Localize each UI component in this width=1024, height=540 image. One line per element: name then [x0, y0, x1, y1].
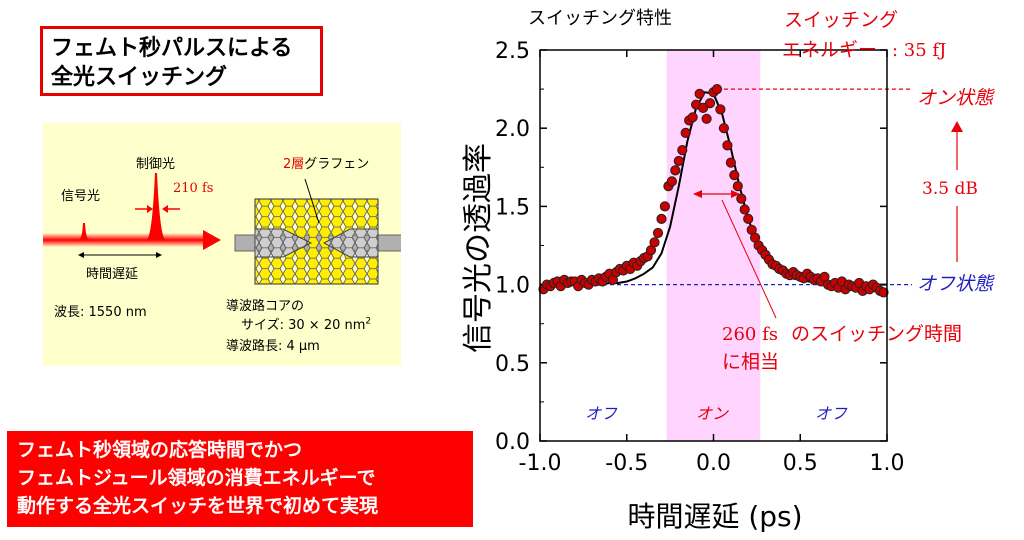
- y-tick-label: 0.5: [495, 352, 530, 377]
- energy-label-2: エネルギー: [782, 39, 877, 61]
- data-point: [694, 88, 705, 99]
- banner-line-1: フェムト秒領域の応答時間でかつ: [17, 439, 303, 461]
- summary-banner: フェムト秒領域の応答時間でかつ フェムトジュール領域の消費エネルギーで 動作する…: [7, 431, 473, 527]
- data-point: [715, 104, 726, 115]
- schematic-drawing: [43, 172, 401, 285]
- banner-line-3: 動作する全光スイッチを世界で初めて実現: [17, 495, 379, 517]
- db-arrowhead: [951, 121, 963, 132]
- core-size-line-2: サイズ: 30 × 20 nm2: [241, 314, 371, 333]
- data-point: [878, 287, 889, 298]
- data-point: [680, 127, 691, 138]
- light-beam: [43, 172, 221, 250]
- core-size-line-1: 導波路コアの: [226, 299, 305, 314]
- schematic-panel: 制御光 信号光 210 fs 時間遅延 波長: 1550 nm 2層グラフェン …: [43, 123, 401, 366]
- data-point: [711, 84, 723, 95]
- core-size-text: サイズ: 30 × 20 nm: [241, 318, 366, 333]
- on-state-label: オン状態: [917, 87, 995, 109]
- core-size-exponent: 2: [365, 316, 372, 327]
- plot-frame: [539, 49, 888, 442]
- time-delay-arrow: [78, 252, 162, 258]
- data-point: [722, 140, 733, 151]
- energy-label-1: スイッチング: [784, 9, 898, 31]
- switch-time-arrowhead-right: [731, 190, 740, 198]
- y-tick-label: 1.0: [495, 274, 530, 299]
- y-tick-label: 2.5: [495, 39, 530, 64]
- data-point: [670, 165, 681, 176]
- data-point: [656, 213, 667, 224]
- data-point: [725, 157, 737, 168]
- region-on: オン: [696, 404, 729, 423]
- data-point: [659, 201, 671, 212]
- title-box: フェムト秒パルスによる 全光スイッチング: [40, 26, 323, 96]
- data-point: [704, 98, 716, 109]
- x-tick-label: -1.0: [519, 451, 562, 476]
- signal-light-label: 信号光: [61, 189, 101, 204]
- x-tick-label: 0.5: [783, 451, 818, 476]
- title-line-2: 全光スイッチング: [51, 65, 228, 90]
- y-tick-label: 2.0: [495, 117, 530, 142]
- banner-line-2: フェムトジュール領域の消費エネルギーで: [17, 467, 376, 489]
- pulse-width-label: 210 fs: [173, 181, 214, 196]
- chart-title: スイッチング特性: [528, 8, 672, 29]
- waveguide-length-label: 導波路長: 4 μm: [226, 339, 320, 354]
- region-off-left: オフ: [585, 404, 618, 423]
- title-line-1: フェムト秒パルスによる: [51, 36, 293, 61]
- graphene-word: グラフェン: [304, 157, 370, 172]
- data-point: [649, 237, 660, 248]
- switch-time-label-2: に相当: [722, 351, 779, 373]
- data-point: [673, 155, 684, 167]
- data-point: [652, 227, 664, 239]
- data-point: [743, 213, 754, 224]
- y-tick-label: 0.0: [495, 430, 530, 455]
- switch-time-leader: [721, 199, 777, 319]
- region-off-right: オフ: [815, 404, 848, 423]
- y-axis-label: 信号光の透過率: [461, 143, 496, 353]
- y-tick-label: 1.5: [495, 195, 530, 220]
- data-point: [698, 102, 709, 114]
- switch-time-label-1: のスイッチング時間: [791, 323, 962, 345]
- on-region-highlight: [666, 50, 761, 441]
- graphene-label: 2層グラフェン: [283, 153, 369, 172]
- data-point: [732, 181, 743, 192]
- x-tick-label: 1.0: [870, 451, 905, 476]
- graphene-layer-count: 2層: [283, 157, 305, 172]
- db-label: 3.5 dB: [922, 179, 978, 199]
- data-point: [677, 145, 688, 156]
- graphene-device: [234, 178, 401, 285]
- switch-time-value: 260 fs: [722, 324, 778, 345]
- data-point: [701, 113, 712, 124]
- switch-time-arrowhead-left: [693, 190, 702, 198]
- data-point: [739, 204, 750, 215]
- data-point: [729, 170, 740, 181]
- wavelength-label: 波長: 1550 nm: [54, 305, 147, 320]
- energy-value: : 35 fJ: [892, 40, 946, 61]
- pulse-width-arrows: [135, 205, 180, 213]
- off-state-label: オフ状態: [917, 273, 995, 295]
- data-point: [718, 123, 730, 134]
- x-tick-label: 0.0: [696, 451, 731, 476]
- data-point: [736, 193, 747, 204]
- y-axis-ticks: 0.0 0.5 1.0 1.5 2.0 2.5: [495, 39, 887, 455]
- x-tick-label: -0.5: [605, 451, 648, 476]
- data-points: [538, 84, 889, 298]
- control-light-label: 制御光: [136, 157, 176, 172]
- data-point: [666, 176, 678, 187]
- data-point: [687, 112, 698, 123]
- time-delay-label: 時間遅延: [86, 267, 139, 282]
- x-axis-label: 時間遅延 (ps): [627, 500, 802, 533]
